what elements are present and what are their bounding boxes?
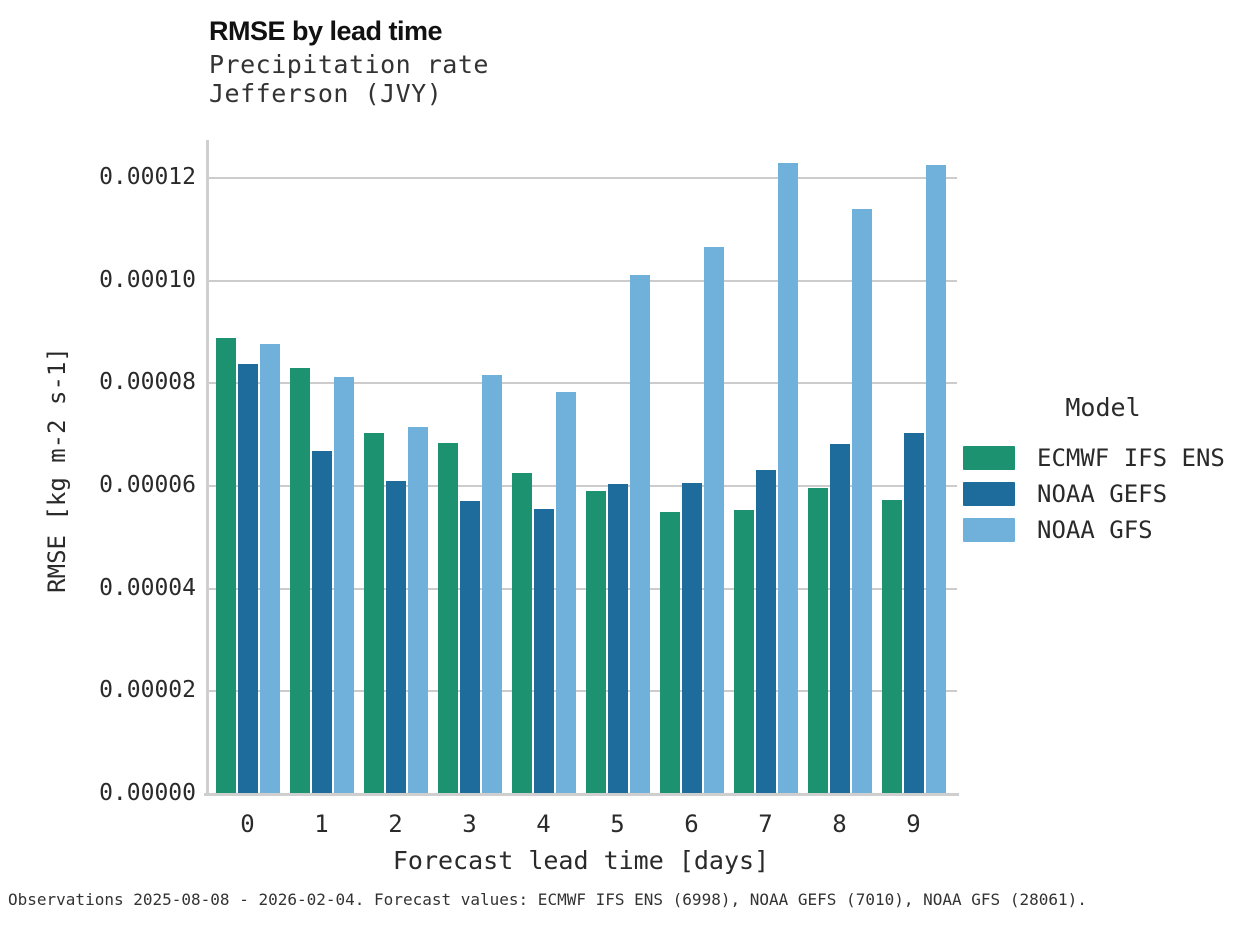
y-tick-0.00010: 0.00010 [99,266,196,293]
legend-swatch-icon [963,518,1015,542]
bar-noaa-gfs-day7 [778,163,798,794]
legend-title: Model [1065,393,1141,422]
bar-noaa-gefs-day7 [756,470,776,794]
chart-subtitle-variable: Precipitation rate [209,50,489,79]
chart-subtitle-station: Jefferson (JVY) [209,79,443,108]
y-tick-0.00006: 0.00006 [99,471,196,498]
bar-noaa-gfs-day2 [408,427,428,794]
y-tick-0.00002: 0.00002 [99,677,196,704]
bar-noaa-gfs-day1 [334,377,354,794]
x-tick-9: 9 [906,810,921,838]
y-axis-label: RMSE [kg m-2 s-1] [43,347,71,593]
bar-noaa-gfs-day4 [556,392,576,794]
x-tick-3: 3 [462,810,477,838]
gridline-0.00010 [207,279,957,282]
x-tick-5: 5 [610,810,625,838]
legend-items: ECMWF IFS ENS NOAA GEFS NOAA GFS [963,440,1243,548]
bar-noaa-gfs-day6 [704,247,724,794]
gridline-0.00006 [207,484,957,487]
footer-caption: Observations 2025-08-08 - 2026-02-04. Fo… [8,890,1087,909]
legend-label: NOAA GFS [1037,516,1153,544]
bar-noaa-gefs-day9 [904,433,924,794]
legend-swatch-icon [963,446,1015,470]
y-tick-0.00012: 0.00012 [99,163,196,190]
bar-noaa-gfs-day9 [926,165,946,794]
bar-noaa-gefs-day8 [830,444,850,794]
bar-noaa-gfs-day0 [260,344,280,794]
bar-ecmwf-ifs-ens-day1 [290,368,310,794]
bar-noaa-gefs-day4 [534,509,554,794]
gridline-0.00004 [207,587,957,590]
gridline-0.00002 [207,690,957,693]
bar-noaa-gfs-day5 [630,275,650,794]
legend-item-ecmwf-ifs-ens: ECMWF IFS ENS [963,440,1243,476]
bar-ecmwf-ifs-ens-day3 [438,443,458,794]
bar-noaa-gefs-day1 [312,451,332,794]
gridline-0.00012 [207,176,957,179]
bar-noaa-gefs-day5 [608,484,628,794]
x-tick-6: 6 [684,810,699,838]
bar-ecmwf-ifs-ens-day9 [882,500,902,794]
bar-noaa-gefs-day6 [682,483,702,794]
x-tick-4: 4 [536,810,551,838]
x-axis-line [204,793,959,796]
legend-item-noaa-gfs: NOAA GFS [963,512,1243,548]
bar-ecmwf-ifs-ens-day4 [512,473,532,794]
x-tick-1: 1 [314,810,329,838]
bar-ecmwf-ifs-ens-day2 [364,433,384,794]
legend-item-noaa-gefs: NOAA GEFS [963,476,1243,512]
y-tick-0.00000: 0.00000 [99,780,196,806]
bar-noaa-gfs-day8 [852,209,872,794]
bar-ecmwf-ifs-ens-day6 [660,512,680,794]
x-tick-2: 2 [388,810,403,838]
bar-ecmwf-ifs-ens-day7 [734,510,754,794]
y-axis-line [206,140,209,796]
bar-ecmwf-ifs-ens-day0 [216,338,236,794]
x-tick-8: 8 [832,810,847,838]
bar-ecmwf-ifs-ens-day5 [586,491,606,794]
bar-noaa-gefs-day3 [460,501,480,794]
legend-swatch-icon [963,482,1015,506]
gridline-0.00008 [207,382,957,385]
legend-label: NOAA GEFS [1037,480,1168,508]
x-tick-7: 7 [758,810,773,838]
y-tick-0.00004: 0.00004 [99,574,196,601]
chart-title: RMSE by lead time [209,16,443,46]
bar-ecmwf-ifs-ens-day8 [808,488,828,794]
y-tick-0.00008: 0.00008 [99,369,196,396]
bar-noaa-gefs-day0 [238,364,258,794]
bar-noaa-gefs-day2 [386,481,406,794]
legend: Model ECMWF IFS ENS NOAA GEFS NOAA GFS [963,393,1243,548]
x-axis-label: Forecast lead time [days] [392,846,770,875]
bar-noaa-gfs-day3 [482,375,502,794]
x-tick-0: 0 [240,810,255,838]
legend-label: ECMWF IFS ENS [1037,444,1225,472]
